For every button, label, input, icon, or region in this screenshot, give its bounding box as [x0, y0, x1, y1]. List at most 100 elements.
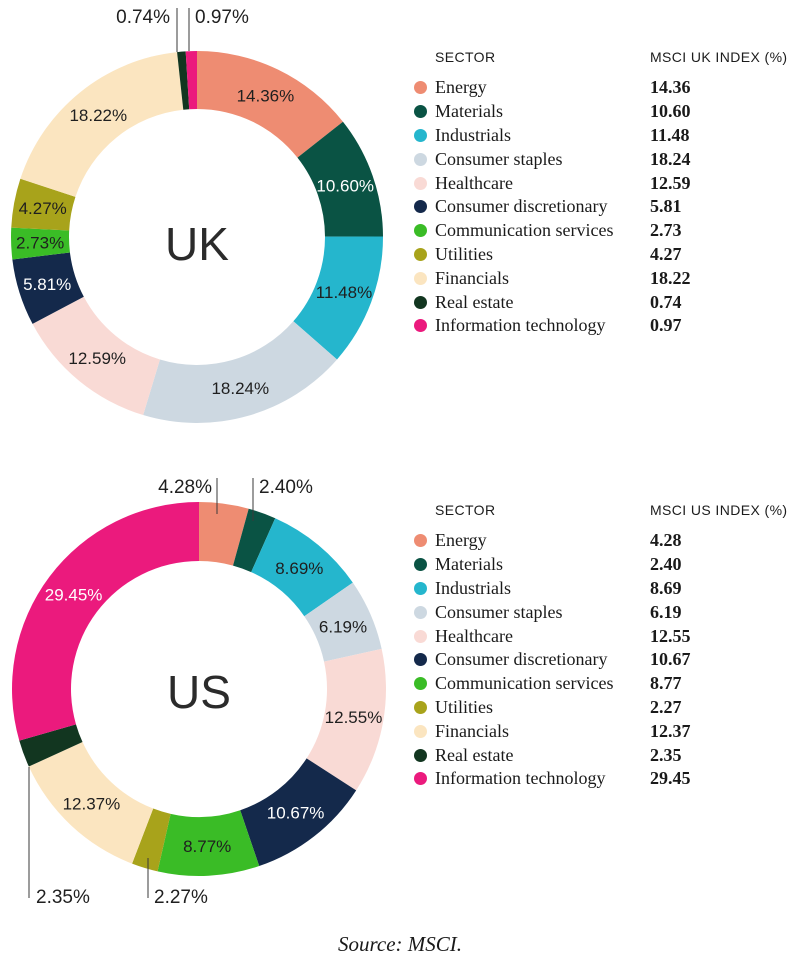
callout-label: 0.74% [116, 7, 170, 28]
slice-us-energy [199, 502, 249, 566]
legend-value: 0.97 [650, 315, 682, 336]
slice-us-communication-services [157, 810, 260, 876]
legend-row: Consumer staples 6.19 [407, 600, 792, 624]
legend-sector-label: Consumer discretionary [435, 196, 608, 217]
slice-label: 18.22% [69, 106, 127, 125]
slice-us-utilities [132, 808, 171, 872]
legend-row: Real estate 2.35 [407, 743, 792, 767]
legend-row: Materials 10.60 [407, 100, 792, 124]
legend-sector-label: Information technology [435, 768, 606, 789]
legend-row: Financials 12.37 [407, 719, 792, 743]
slice-label: 12.55% [325, 708, 383, 727]
legend-row: Industrials 11.48 [407, 124, 792, 148]
slice-label: 10.60% [316, 176, 374, 195]
legend-sector-label: Industrials [435, 577, 511, 598]
legend-dot-industrials [414, 581, 427, 595]
legend-row: Energy 4.28 [407, 529, 792, 553]
slice-label: 5.81% [23, 275, 71, 294]
legend-dot-information-technology [414, 319, 427, 333]
legend-row: Consumer discretionary 5.81 [407, 195, 792, 219]
legend-row: Information technology 0.97 [407, 314, 792, 338]
slice-label: 11.48% [316, 283, 372, 302]
legend-value: 12.59 [650, 172, 691, 193]
legend-dot-materials [414, 105, 427, 119]
legend-dot-utilities [414, 700, 427, 714]
slice-label: 10.67% [267, 804, 325, 823]
legend-dot-real-estate [414, 295, 427, 309]
legend-row: Communication services 8.77 [407, 672, 792, 696]
legend-sector-label: Utilities [435, 243, 493, 264]
slice-uk-financials [20, 52, 184, 197]
callout-label: 4.28% [158, 477, 212, 498]
legend-dot-energy [414, 81, 427, 95]
slice-uk-communication-services [11, 227, 70, 260]
legend-value: 8.77 [650, 673, 682, 694]
slice-us-consumer-discretionary [240, 758, 357, 867]
legend-value: 10.60 [650, 101, 691, 122]
legend-row: Materials 2.40 [407, 553, 792, 577]
legend-value: 11.48 [650, 124, 690, 145]
legend-sector-label: Consumer staples [435, 601, 563, 622]
legend-value: 10.67 [650, 649, 691, 670]
legend-sector-label: Consumer discretionary [435, 649, 608, 670]
legend-row: Information technology 29.45 [407, 767, 792, 791]
legend-sector-label: Information technology [435, 315, 606, 336]
legend-row: Healthcare 12.55 [407, 624, 792, 648]
legend-sector-label: Financials [435, 720, 509, 741]
legend-dot-industrials [414, 128, 427, 142]
legend-dot-healthcare [414, 176, 427, 190]
legend-sector-label: Materials [435, 554, 503, 575]
legend-row: Utilities 2.27 [407, 696, 792, 720]
callout-label: 0.97% [195, 7, 249, 28]
legend-header: SECTOR MSCI UK INDEX (%) [407, 44, 792, 68]
legend-dot-energy [414, 534, 427, 548]
legend-dot-healthcare [414, 629, 427, 643]
legend-row: Energy 14.36 [407, 76, 792, 100]
legend-sector-header: SECTOR [435, 49, 496, 65]
slice-uk-healthcare [32, 296, 160, 416]
legend-sector-header: SECTOR [435, 502, 496, 518]
slice-label: 18.24% [211, 379, 269, 398]
slice-uk-real-estate [177, 51, 190, 110]
slice-us-materials [233, 508, 276, 573]
callout-label: 2.27% [154, 887, 208, 908]
legend-value: 0.74 [650, 291, 682, 312]
legend-dot-financials [414, 724, 427, 738]
legend-value: 4.28 [650, 530, 682, 551]
legend-dot-real-estate [414, 748, 427, 762]
slice-label: 12.37% [63, 794, 121, 813]
legend-row: Financials 18.22 [407, 266, 792, 290]
slice-label: 2.73% [16, 234, 64, 253]
legend-value: 2.73 [650, 220, 682, 241]
legend-row: Utilities 4.27 [407, 243, 792, 267]
legend-dot-consumer-discretionary [414, 653, 427, 667]
legend-sector-label: Communication services [435, 673, 614, 694]
uk-legend: SECTOR MSCI UK INDEX (%) Energy 14.36 Ma… [407, 44, 792, 338]
legend-dot-financials [414, 271, 427, 285]
slice-label: 29.45% [45, 586, 103, 605]
legend-row: Consumer staples 18.24 [407, 147, 792, 171]
source-caption: Source: MSCI. [337, 932, 463, 956]
legend-dot-utilities [414, 247, 427, 261]
legend-value: 5.81 [650, 196, 682, 217]
legend-dot-materials [414, 558, 427, 572]
slice-label: 14.36% [237, 87, 295, 106]
slice-us-healthcare [306, 648, 386, 791]
legend-value: 8.69 [650, 577, 682, 598]
legend-row: Communication services 2.73 [407, 219, 792, 243]
legend-value: 6.19 [650, 601, 682, 622]
legend-row: Healthcare 12.59 [407, 171, 792, 195]
slice-us-financials [28, 742, 154, 864]
legend-value: 2.35 [650, 744, 682, 765]
legend-sector-label: Communication services [435, 220, 614, 241]
legend-sector-label: Consumer staples [435, 148, 563, 169]
slice-us-information-technology [11, 502, 199, 741]
legend-sector-label: Energy [435, 77, 487, 98]
legend-value: 2.40 [650, 554, 682, 575]
legend-sector-label: Energy [435, 530, 487, 551]
legend-sector-label: Healthcare [435, 625, 513, 646]
slice-uk-energy [197, 51, 343, 158]
legend-value: 14.36 [650, 77, 691, 98]
